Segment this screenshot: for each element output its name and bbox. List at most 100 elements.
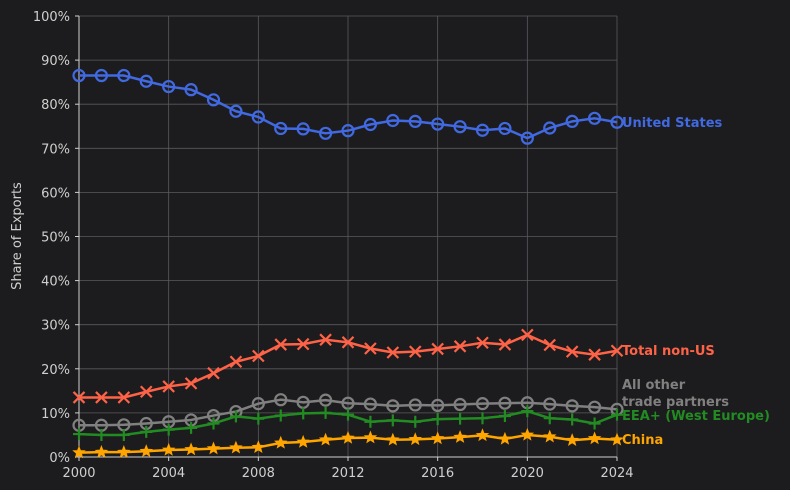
data-point bbox=[162, 79, 176, 94]
x-tick-label: 2024 bbox=[600, 466, 633, 481]
series-all-other-trade-partners bbox=[72, 393, 624, 432]
data-point bbox=[184, 377, 198, 390]
data-point bbox=[72, 68, 86, 83]
data-point bbox=[296, 434, 310, 448]
data-point bbox=[543, 397, 557, 411]
data-point bbox=[117, 445, 131, 458]
data-point bbox=[408, 345, 422, 358]
data-point bbox=[318, 126, 333, 140]
series-label-united-states: United States bbox=[622, 116, 723, 131]
x-tick-label: 2016 bbox=[421, 466, 454, 481]
data-point bbox=[72, 445, 86, 459]
y-tick-label: 60% bbox=[41, 186, 70, 201]
data-point bbox=[318, 432, 333, 446]
data-point bbox=[520, 427, 535, 441]
data-point bbox=[229, 440, 243, 454]
data-point bbox=[565, 345, 579, 358]
data-point bbox=[117, 428, 130, 441]
data-point bbox=[431, 117, 445, 131]
data-point bbox=[475, 428, 490, 442]
data-point bbox=[453, 120, 467, 134]
y-tick-label: 90% bbox=[41, 54, 70, 69]
data-point bbox=[341, 430, 355, 444]
data-point bbox=[498, 121, 512, 136]
data-point bbox=[610, 344, 624, 357]
data-point bbox=[386, 432, 400, 446]
series-label-all-other-trade-partners: All other trade partners bbox=[622, 378, 729, 410]
data-point bbox=[229, 104, 243, 118]
data-point bbox=[229, 410, 242, 423]
data-point bbox=[341, 336, 355, 349]
series-line bbox=[79, 398, 618, 427]
data-point bbox=[274, 338, 288, 351]
data-point bbox=[565, 433, 579, 446]
data-point bbox=[408, 114, 422, 128]
y-tick-label: 30% bbox=[41, 319, 70, 334]
data-point bbox=[408, 432, 423, 446]
series-united-states bbox=[72, 68, 624, 145]
x-tick-label: 2012 bbox=[331, 466, 364, 481]
data-point bbox=[139, 74, 153, 88]
data-point bbox=[565, 399, 579, 413]
series-china bbox=[72, 427, 624, 459]
data-point bbox=[565, 114, 579, 128]
data-point bbox=[610, 432, 624, 446]
data-point bbox=[431, 398, 445, 413]
data-point bbox=[341, 124, 355, 138]
data-point bbox=[94, 68, 109, 83]
data-point bbox=[431, 413, 444, 426]
x-tick-label: 2020 bbox=[511, 466, 544, 481]
data-point bbox=[95, 428, 108, 441]
data-point bbox=[498, 338, 512, 351]
x-tick-label: 2008 bbox=[242, 466, 275, 481]
data-point bbox=[542, 429, 557, 443]
data-point bbox=[252, 412, 265, 425]
data-point bbox=[453, 340, 467, 353]
data-point bbox=[251, 440, 266, 454]
series-label-line: trade partners bbox=[622, 395, 729, 410]
data-point bbox=[521, 405, 534, 418]
data-point bbox=[363, 397, 378, 411]
data-point bbox=[588, 348, 601, 361]
data-point bbox=[610, 115, 624, 129]
data-point bbox=[94, 445, 109, 458]
data-point bbox=[206, 441, 221, 455]
data-point bbox=[162, 423, 175, 436]
grid-lines bbox=[78, 15, 618, 458]
data-point bbox=[185, 421, 198, 434]
series-label-china: China bbox=[622, 433, 663, 448]
data-point bbox=[475, 123, 490, 137]
y-axis-label: Share of Exports bbox=[10, 182, 25, 290]
data-point bbox=[476, 336, 489, 350]
data-point bbox=[386, 346, 400, 359]
data-point bbox=[296, 337, 310, 351]
data-point bbox=[274, 121, 288, 136]
data-point bbox=[588, 417, 601, 430]
y-tick-label: 70% bbox=[41, 142, 70, 157]
data-point bbox=[364, 342, 377, 355]
data-point bbox=[453, 397, 467, 412]
data-point bbox=[251, 397, 265, 411]
data-point bbox=[117, 391, 131, 404]
data-point bbox=[274, 393, 288, 407]
x-tick-label: 2000 bbox=[62, 466, 95, 481]
x-tick-label: 2004 bbox=[152, 466, 185, 481]
data-point bbox=[520, 131, 534, 145]
data-point bbox=[319, 406, 332, 419]
axes: 0% 10% 20% 30% 40% 50% 60% 70% 80% 90% 100% 2000 200… bbox=[33, 10, 634, 481]
y-tick-label: 40% bbox=[41, 275, 70, 290]
series-label-eea-west-europe: EEA+ (West Europe) bbox=[622, 409, 770, 424]
data-point bbox=[386, 113, 400, 128]
y-tick-label: 20% bbox=[41, 363, 70, 378]
data-point bbox=[430, 431, 445, 445]
data-point bbox=[117, 68, 131, 83]
data-point bbox=[252, 349, 265, 363]
data-point bbox=[453, 430, 467, 443]
data-point bbox=[318, 393, 333, 407]
data-point bbox=[207, 417, 220, 430]
y-tick-label: 0% bbox=[49, 451, 70, 466]
data-point bbox=[386, 414, 399, 427]
data-point bbox=[229, 355, 243, 369]
data-point bbox=[342, 408, 354, 421]
